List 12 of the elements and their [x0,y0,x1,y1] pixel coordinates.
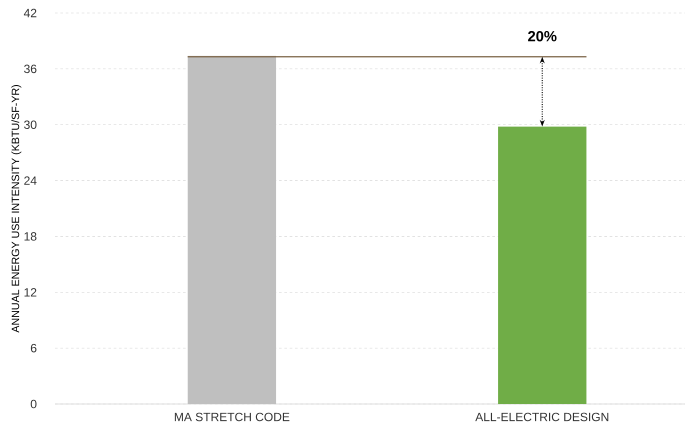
y-tick-label: 18 [24,232,36,241]
y-tick-label: 30 [24,120,36,129]
annotation: 20% [528,31,557,42]
x-tick-label: ALL-ELECTRIC DESIGN [475,412,608,422]
x-tick-label: MA STRETCH CODE [174,412,290,422]
y-tick-label: 12 [24,288,36,296]
y-tick-label: 42 [24,8,36,18]
y-tick-label: 24 [24,176,37,185]
y-tick-label: 36 [24,64,36,74]
y-axis-title: ANNUAL ENERGY USE INTENSITY (KBTU/SF-YR) [11,85,22,333]
y-tick-label: 0 [30,400,36,408]
y-tick-label: 6 [30,344,36,352]
